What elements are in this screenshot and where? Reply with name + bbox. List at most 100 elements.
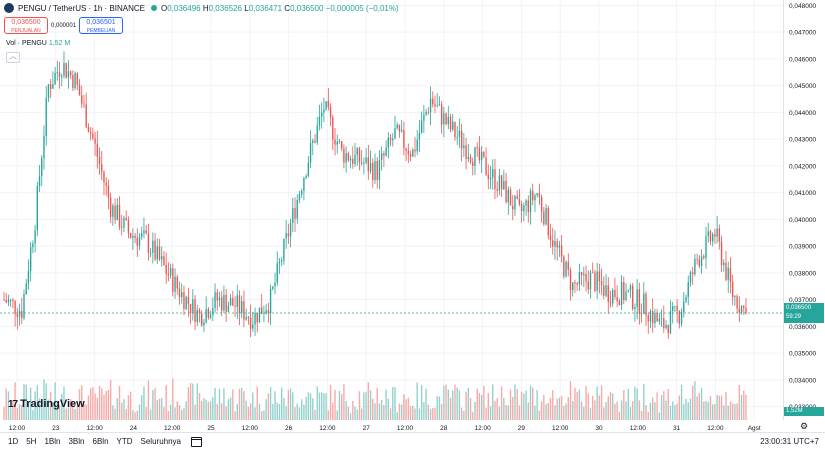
volume-bar [343, 383, 345, 420]
candle-body [647, 315, 649, 322]
calendar-icon[interactable] [191, 436, 202, 447]
candle-body [25, 283, 27, 295]
candle-body [707, 231, 709, 237]
chart-canvas[interactable] [0, 0, 783, 420]
candle-body [194, 299, 196, 322]
candle-body [87, 127, 90, 132]
candle-body [254, 312, 256, 325]
volume-bar [492, 384, 494, 420]
candle-body [569, 269, 572, 291]
range-button-4[interactable]: 6Bln [92, 437, 109, 446]
volume-bar [680, 384, 683, 420]
candle-body [298, 194, 301, 201]
volume-bar [523, 393, 525, 420]
volume-bar [47, 399, 50, 420]
volume-bar [363, 392, 365, 420]
candle-body [540, 197, 543, 212]
candle-body [278, 261, 281, 264]
volume-bar [360, 408, 363, 420]
candle-body [207, 308, 210, 318]
volume-bar [540, 401, 543, 420]
candle-body [389, 137, 392, 141]
sell-button[interactable]: 0,036500 PENJUALAN [4, 17, 48, 34]
volume-bar [307, 392, 310, 420]
candle-body [423, 114, 425, 121]
symbol-title[interactable]: PENGU / TetherUS · 1h · BINANCE [18, 3, 145, 13]
volume-bar [178, 405, 181, 420]
volume-bar [685, 398, 687, 420]
volume-bar [356, 409, 358, 420]
candle-body [685, 296, 687, 302]
volume-bar [238, 388, 241, 420]
volume-bar [456, 387, 458, 420]
time-tick-label: 12:00 [397, 425, 414, 432]
volume-bar [138, 404, 141, 420]
time-axis[interactable]: 12:00 23 12:00 24 12:00 25 12:00 26 12:00 27 12:00… [0, 420, 783, 432]
time-tick-label: 25 [207, 425, 215, 432]
volume-bar [720, 395, 723, 420]
candle-body [416, 139, 418, 152]
volume-bar [187, 387, 190, 420]
candle-body [309, 142, 312, 163]
volume-bar [332, 402, 334, 420]
candle-body [596, 271, 598, 291]
candle-body [438, 104, 441, 106]
candle-body [536, 193, 538, 196]
candle-body [500, 175, 503, 190]
time-tick-label: 26 [285, 425, 293, 432]
collapse-legend-button[interactable]: ︿ [6, 52, 20, 63]
candle-body [221, 297, 223, 311]
tradingview-logo[interactable]: 17 TradingView [8, 398, 85, 410]
volume-bar [92, 387, 94, 420]
clock-timezone[interactable]: 23:00:31 UTC+7 [760, 437, 819, 446]
range-button-5[interactable]: YTD [116, 437, 133, 446]
volume-bar [218, 388, 221, 420]
volume-bar [216, 404, 218, 420]
volume-bar [87, 395, 90, 420]
volume-bar [74, 408, 76, 420]
volume-bar [176, 401, 178, 420]
candle-body [121, 226, 123, 228]
buy-button[interactable]: 0,036501 PEMBELIAN [79, 17, 124, 34]
candle-body [258, 307, 261, 323]
candle-body [196, 309, 198, 322]
volume-bar [372, 398, 374, 420]
price-axis[interactable]: 0,048000 0,047000 0,046000 0,045000 0,044000… [783, 0, 825, 420]
candle-body [683, 301, 685, 313]
range-button-1[interactable]: 5H [26, 437, 37, 446]
volume-bar [663, 391, 665, 420]
candle-body [456, 136, 458, 138]
candle-body [467, 156, 469, 160]
volume-bar [678, 395, 681, 420]
candle-body [269, 288, 272, 314]
candle-body [101, 164, 103, 172]
range-button-0[interactable]: 1D [8, 437, 19, 446]
candle-body [658, 318, 661, 322]
candle-body [554, 241, 556, 247]
candle-body [689, 272, 692, 283]
volume-bar [212, 397, 214, 420]
volume-bar [565, 403, 567, 420]
candle-body [620, 282, 623, 306]
volume-legend: Vol · PENGU 1,52 M [6, 40, 71, 47]
range-button-3[interactable]: 3Bln [68, 437, 85, 446]
volume-bar [156, 400, 158, 420]
range-button-2[interactable]: 1Bln [44, 437, 61, 446]
candle-body [463, 145, 465, 149]
volume-bar [189, 383, 192, 420]
volume-bar [258, 403, 261, 420]
range-button-6[interactable]: Seluruhnya [140, 437, 181, 446]
range-buttons: 1D 5H 1Bln 3Bln 6Bln YTD Seluruhnya [0, 437, 185, 446]
chart-pane[interactable]: PENGU / TetherUS · 1h · BINANCE O0,03649… [0, 0, 783, 420]
candle-body [334, 139, 336, 145]
volume-bar [549, 397, 552, 420]
candle-body [638, 289, 641, 314]
volume-bar [300, 399, 303, 420]
volume-bar [727, 405, 729, 420]
volume-bar [525, 390, 527, 420]
volume-bar [241, 387, 243, 420]
volume-bar [691, 385, 694, 420]
candle-body [134, 235, 136, 239]
candle-body [740, 305, 743, 313]
settings-gear-icon[interactable]: ⚙ [799, 421, 809, 431]
